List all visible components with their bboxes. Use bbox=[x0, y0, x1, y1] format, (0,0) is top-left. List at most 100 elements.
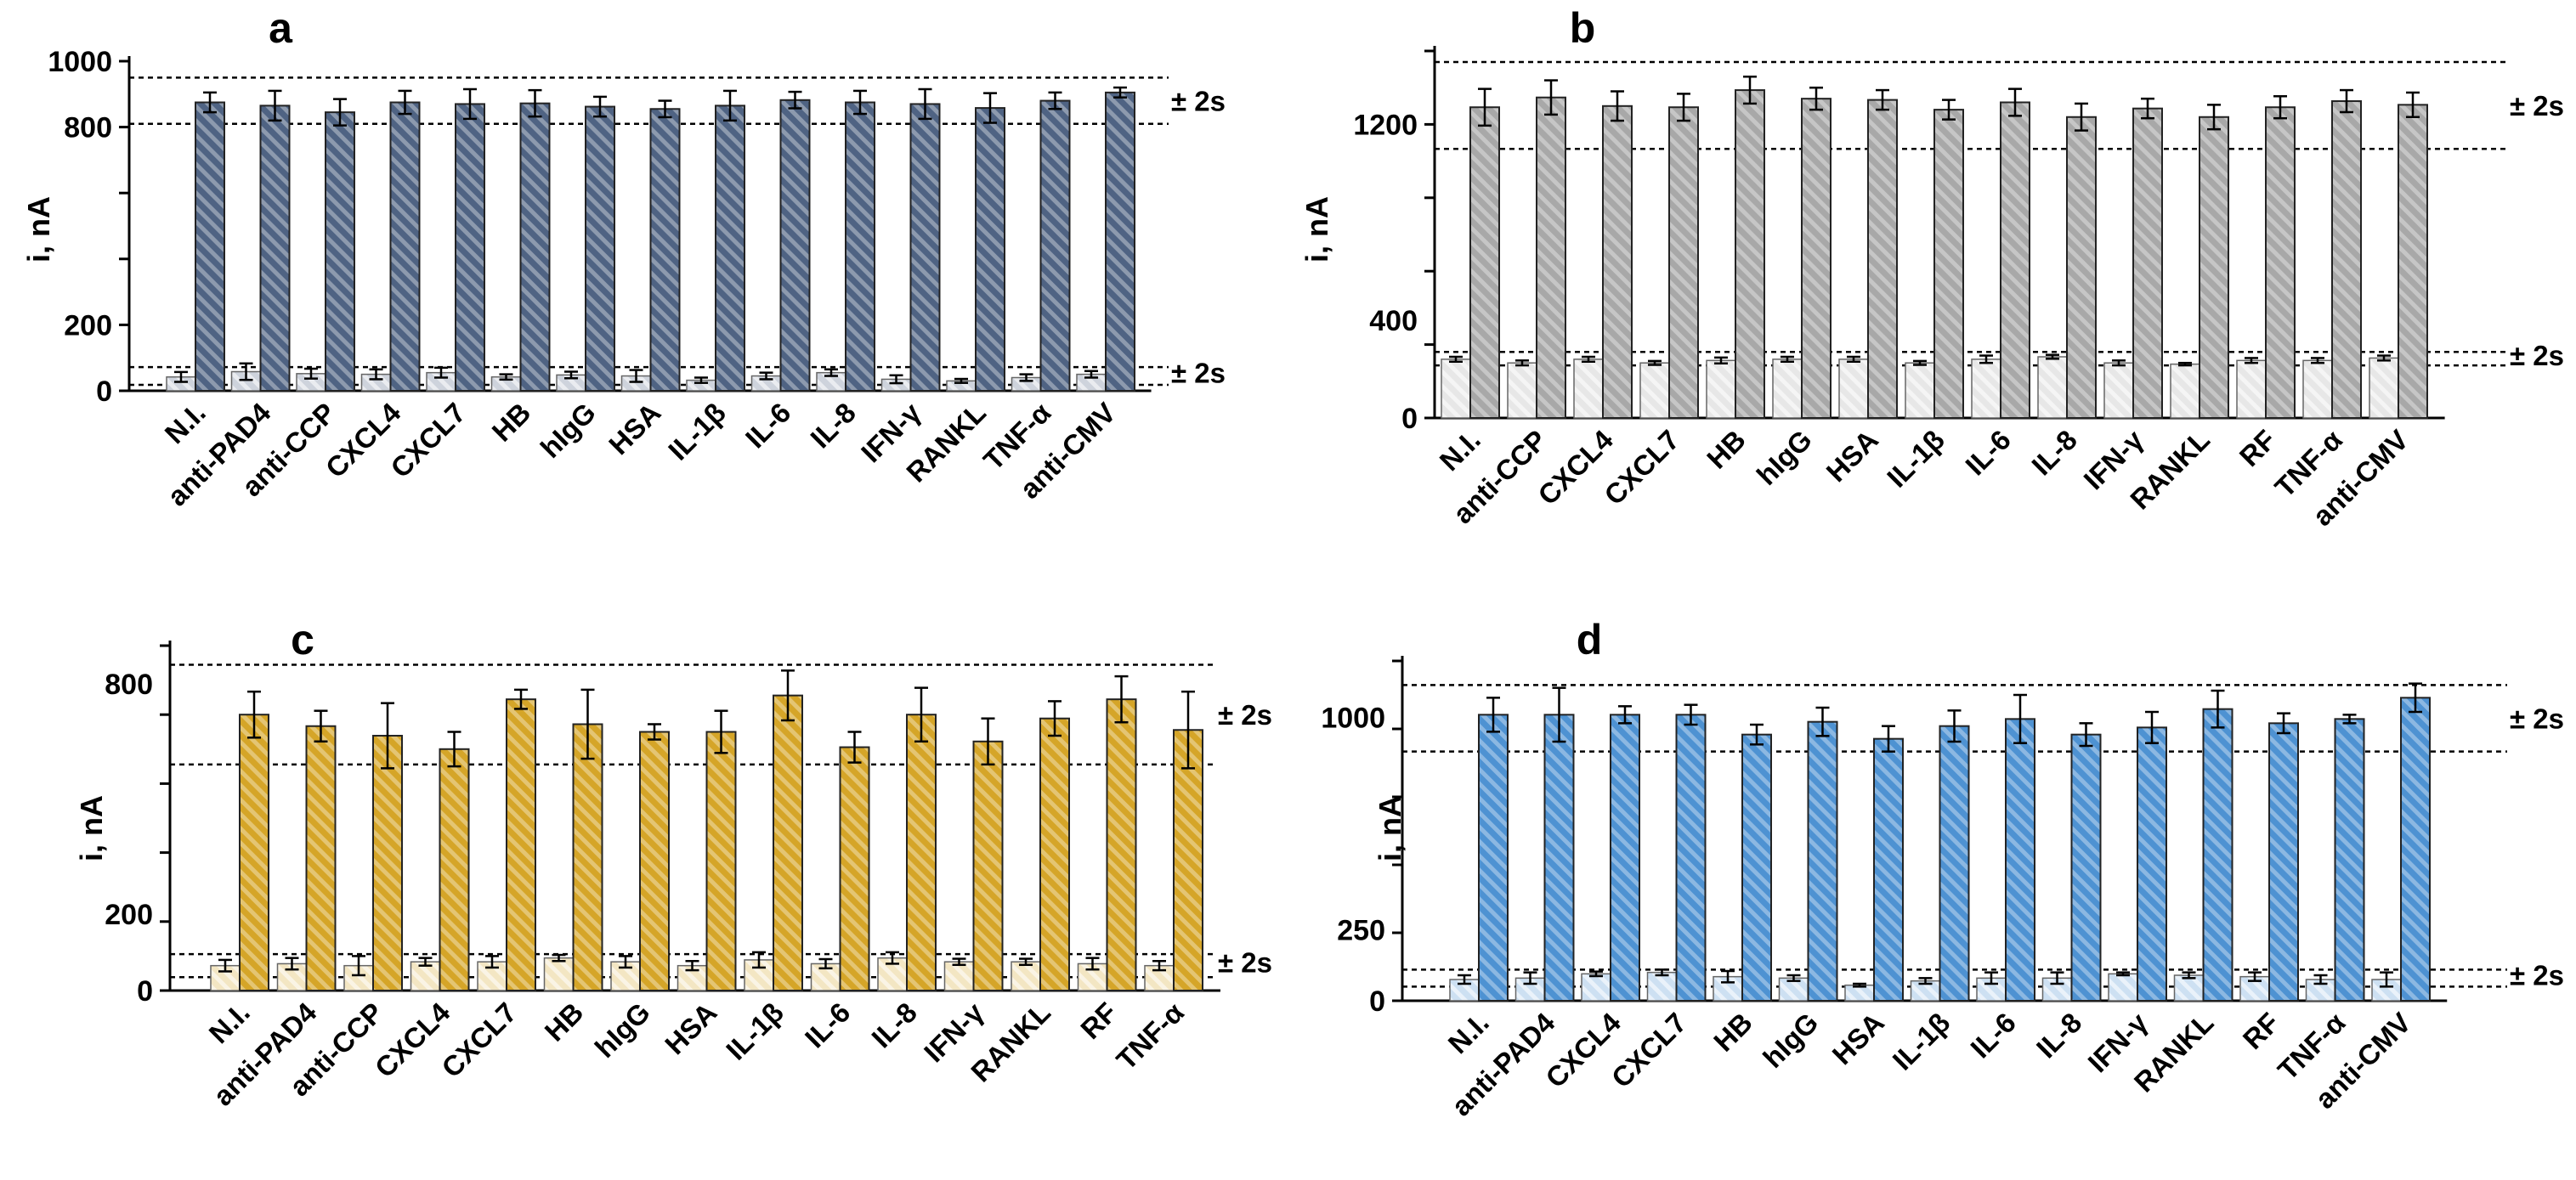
target-bar bbox=[2132, 107, 2163, 420]
target-bar bbox=[506, 698, 536, 992]
target-bar bbox=[2066, 116, 2097, 419]
target-bar bbox=[1741, 733, 1772, 1002]
control-bar bbox=[1144, 964, 1175, 991]
y-tick-label: 250 bbox=[1337, 915, 1385, 947]
target-bar bbox=[2000, 101, 2030, 419]
control-bar bbox=[2369, 357, 2399, 419]
control-bar bbox=[2170, 363, 2200, 419]
control-bar bbox=[2302, 359, 2333, 419]
target-bar bbox=[1536, 96, 1566, 419]
x-tick-label: N.I. bbox=[1433, 424, 1486, 477]
control-bar bbox=[1971, 359, 2001, 419]
target-bar bbox=[439, 748, 470, 991]
x-tick-label: IL-1β bbox=[720, 997, 790, 1066]
control-bar bbox=[943, 961, 975, 991]
y-tick-label: 0 bbox=[137, 975, 153, 1008]
x-tick-label: N.I. bbox=[202, 997, 255, 1049]
control-bar bbox=[2037, 356, 2068, 419]
x-tick-label: hIgG bbox=[1751, 424, 1818, 491]
x-tick-label: IL-8 bbox=[2025, 424, 2083, 482]
target-bar bbox=[906, 714, 937, 991]
x-tick-label: HSA bbox=[659, 997, 722, 1060]
x-tick-label: HSA bbox=[603, 397, 666, 460]
target-bar bbox=[1105, 91, 1135, 392]
x-tick-label: IL-8 bbox=[804, 397, 862, 454]
x-tick-label: HSA bbox=[1826, 1007, 1890, 1070]
y-axis-label: i, nA bbox=[74, 795, 109, 861]
target-bar bbox=[259, 104, 291, 392]
y-tick-label: 400 bbox=[1369, 305, 1418, 337]
control-bar bbox=[1441, 359, 1471, 419]
x-tick-label: N.I. bbox=[1441, 1007, 1494, 1059]
x-tick-label: IL-6 bbox=[799, 997, 857, 1054]
target-bar bbox=[2202, 708, 2233, 1002]
control-bar bbox=[1573, 359, 1604, 419]
target-bar bbox=[1807, 720, 1838, 1002]
sigma-label-lower: ± 2s bbox=[1218, 947, 1272, 979]
control-bar bbox=[1905, 362, 1935, 419]
target-bar bbox=[305, 725, 337, 991]
target-bar bbox=[195, 101, 225, 392]
control-bar bbox=[2236, 359, 2267, 419]
target-bar bbox=[1543, 714, 1575, 1002]
target-bar bbox=[2331, 100, 2362, 419]
target-bar bbox=[1106, 698, 1137, 992]
y-tick-label: 1000 bbox=[1321, 703, 1385, 735]
panel-a: ai, nA02008001000N.I.anti-PAD4anti-CCPCX… bbox=[21, 4, 1226, 512]
target-bar bbox=[773, 694, 803, 992]
target-bar bbox=[1735, 89, 1765, 420]
control-bar bbox=[2103, 362, 2134, 419]
x-tick-label: HB bbox=[539, 997, 590, 1047]
sigma-label-upper: ± 2s bbox=[1218, 699, 1272, 731]
target-bar bbox=[2199, 116, 2229, 419]
target-bar bbox=[2137, 726, 2167, 1002]
target-bar bbox=[239, 714, 269, 991]
y-tick-label: 0 bbox=[96, 375, 112, 408]
control-bar bbox=[1706, 359, 1736, 419]
x-tick-label: HSA bbox=[1820, 424, 1884, 488]
control-bar bbox=[2108, 973, 2138, 1002]
target-bar bbox=[2400, 697, 2431, 1002]
target-bar bbox=[1039, 717, 1070, 991]
target-bar bbox=[2265, 106, 2296, 420]
target-bar bbox=[839, 746, 870, 991]
control-bar bbox=[2173, 974, 2205, 1002]
target-bar bbox=[1801, 98, 1832, 419]
x-tick-label: RF bbox=[1074, 997, 1123, 1045]
target-bar bbox=[2070, 733, 2102, 1002]
sigma-label-upper: ± 2s bbox=[2510, 703, 2564, 735]
target-bar bbox=[972, 740, 1004, 991]
target-bar bbox=[639, 731, 670, 991]
y-tick-label: 1200 bbox=[1353, 109, 1418, 141]
control-bar bbox=[543, 957, 575, 991]
y-tick-label: 200 bbox=[64, 309, 112, 342]
target-bar bbox=[389, 101, 421, 392]
sigma-label-upper: ± 2s bbox=[2510, 90, 2564, 121]
x-tick-label: CXCL7 bbox=[1605, 1007, 1693, 1094]
x-tick-label: TNF-α bbox=[1110, 997, 1190, 1076]
target-bar bbox=[2334, 718, 2365, 1002]
y-tick-label: 800 bbox=[105, 669, 153, 701]
target-bar bbox=[1478, 714, 1509, 1002]
target-bar bbox=[1039, 99, 1071, 392]
x-tick-label: N.I. bbox=[158, 397, 211, 449]
target-bar bbox=[1933, 109, 1964, 419]
x-tick-label: IL-1β bbox=[1887, 1007, 1956, 1076]
panel-c: ci, nA0200800N.I.anti-PAD4anti-CCPCXCL4C… bbox=[74, 616, 1272, 1112]
target-bar bbox=[2398, 104, 2428, 420]
sigma-label-lower: ± 2s bbox=[2510, 340, 2564, 371]
target-bar bbox=[572, 723, 603, 991]
y-tick-label: 200 bbox=[105, 899, 153, 931]
target-bar bbox=[975, 107, 1005, 392]
panel-letter: b bbox=[1570, 4, 1596, 52]
y-axis-label: i, nA bbox=[21, 196, 56, 263]
x-tick-label: CXCL7 bbox=[435, 997, 523, 1084]
target-bar bbox=[1939, 725, 1970, 1002]
target-bar bbox=[372, 735, 403, 991]
target-bar bbox=[1610, 714, 1640, 1002]
x-tick-label: IL-6 bbox=[1964, 1007, 2022, 1064]
target-bar bbox=[909, 103, 941, 392]
x-tick-label: IL-8 bbox=[2030, 1007, 2088, 1064]
